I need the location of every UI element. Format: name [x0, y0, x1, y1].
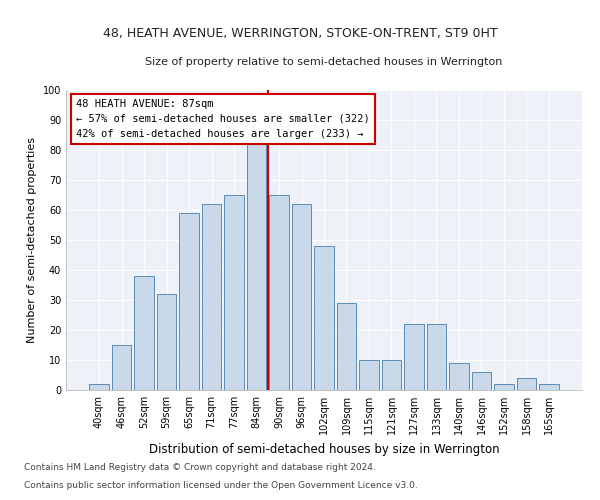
Bar — [404, 324, 424, 390]
Bar — [202, 204, 221, 390]
Bar — [247, 144, 266, 390]
Bar — [539, 384, 559, 390]
Title: Size of property relative to semi-detached houses in Werrington: Size of property relative to semi-detach… — [145, 57, 503, 67]
X-axis label: Distribution of semi-detached houses by size in Werrington: Distribution of semi-detached houses by … — [149, 442, 499, 456]
Bar — [179, 213, 199, 390]
Bar — [89, 384, 109, 390]
Bar — [337, 303, 356, 390]
Bar — [494, 384, 514, 390]
Text: 48 HEATH AVENUE: 87sqm
← 57% of semi-detached houses are smaller (322)
42% of se: 48 HEATH AVENUE: 87sqm ← 57% of semi-det… — [76, 99, 370, 138]
Bar — [382, 360, 401, 390]
Text: 48, HEATH AVENUE, WERRINGTON, STOKE-ON-TRENT, ST9 0HT: 48, HEATH AVENUE, WERRINGTON, STOKE-ON-T… — [103, 28, 497, 40]
Bar — [292, 204, 311, 390]
Bar — [359, 360, 379, 390]
Bar — [157, 294, 176, 390]
Bar — [449, 363, 469, 390]
Bar — [314, 246, 334, 390]
Bar — [517, 378, 536, 390]
Text: Contains HM Land Registry data © Crown copyright and database right 2024.: Contains HM Land Registry data © Crown c… — [24, 464, 376, 472]
Bar — [472, 372, 491, 390]
Bar — [427, 324, 446, 390]
Bar — [112, 345, 131, 390]
Bar — [224, 195, 244, 390]
Y-axis label: Number of semi-detached properties: Number of semi-detached properties — [27, 137, 37, 343]
Text: Contains public sector information licensed under the Open Government Licence v3: Contains public sector information licen… — [24, 481, 418, 490]
Bar — [134, 276, 154, 390]
Bar — [269, 195, 289, 390]
